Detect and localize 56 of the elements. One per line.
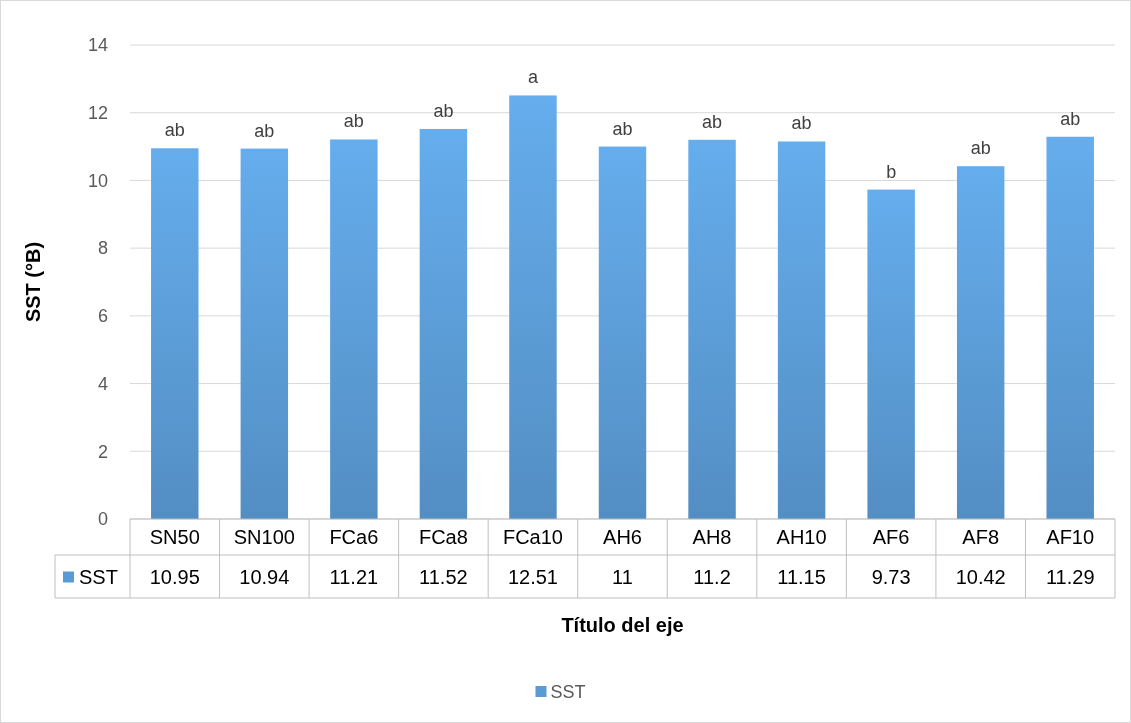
- annotation: ab: [612, 118, 633, 139]
- data-label: 12.51: [507, 565, 558, 588]
- y-tick-label: 4: [97, 373, 108, 394]
- data-label: 11: [612, 565, 633, 588]
- x-axis-title: Título del eje: [561, 614, 684, 636]
- text: SST: [550, 682, 586, 702]
- data-label: 11.52: [419, 565, 468, 588]
- bar: [688, 139, 736, 519]
- bar: [777, 141, 826, 519]
- x-tick-label: AF8: [962, 526, 1000, 548]
- y-tick-label: 2: [97, 441, 108, 462]
- data-label: 9.73: [871, 565, 911, 588]
- x-tick-label: AH6: [603, 526, 642, 548]
- annotation: ab: [791, 113, 812, 134]
- annotation: ab: [702, 111, 723, 132]
- annotation: ab: [433, 100, 454, 121]
- x-tick-label: SN50: [149, 526, 200, 548]
- bar: [240, 148, 289, 519]
- annotation: ab: [970, 138, 991, 159]
- annotation: ab: [343, 111, 364, 132]
- bar: [509, 95, 557, 519]
- y-tick-label: 8: [97, 238, 108, 259]
- y-tick-label: 6: [97, 306, 108, 327]
- annotation: a: [527, 67, 539, 88]
- y-axis-title: SST (°B): [22, 241, 44, 323]
- data-label: 11.21: [329, 565, 379, 588]
- data-label: 11.15: [777, 565, 826, 588]
- data-label: 10.95: [149, 565, 200, 588]
- data-label: 10.42: [955, 565, 1006, 588]
- x-tick-label: AH8: [692, 526, 732, 548]
- y-tick-label: 0: [97, 509, 108, 530]
- bar: [867, 189, 915, 519]
- annotation: ab: [1060, 108, 1081, 129]
- bar: [419, 128, 468, 519]
- x-tick-label: FCa6: [329, 526, 379, 548]
- bar: [330, 139, 378, 519]
- y-tick-label: 14: [87, 35, 108, 56]
- bar: [151, 148, 199, 519]
- y-tick-label: 12: [87, 102, 108, 123]
- x-tick-label: AF6: [872, 526, 910, 548]
- legend-label: SST: [79, 565, 118, 588]
- annotation: b: [886, 161, 897, 182]
- x-tick-label: AH10: [776, 526, 827, 548]
- data-label: 10.94: [239, 565, 290, 588]
- y-tick-label: 10: [87, 170, 108, 191]
- bar: [1046, 136, 1094, 519]
- data-label: 11.29: [1045, 565, 1095, 588]
- annotation: ab: [254, 120, 275, 141]
- x-tick-label: FCa8: [418, 526, 468, 548]
- x-tick-label: FCa10: [502, 526, 563, 548]
- bar: [598, 146, 647, 519]
- x-tick-label: AF10: [1046, 526, 1095, 548]
- x-tick-label: SN100: [233, 526, 295, 548]
- data-label: 11.2: [693, 565, 731, 588]
- bar: [956, 166, 1005, 519]
- annotation: ab: [164, 120, 185, 141]
